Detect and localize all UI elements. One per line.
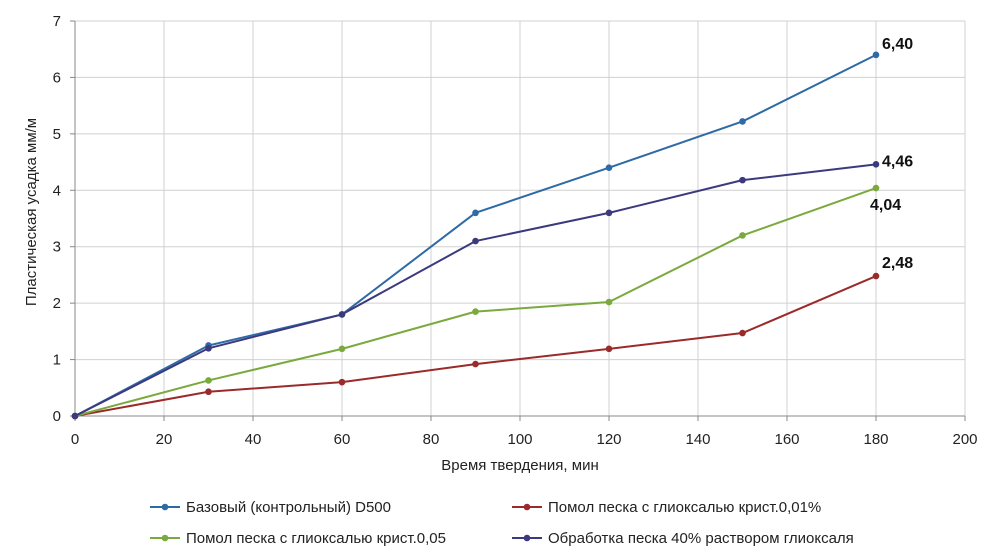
legend-item: Помол песка с глиоксалью крист.0,05: [150, 530, 446, 547]
series-group: [71, 51, 880, 420]
series-line: [74, 163, 877, 417]
y-tick-label: 2: [53, 295, 61, 312]
data-point: [872, 184, 880, 192]
legend-swatch-marker: [523, 503, 531, 511]
grid: [75, 20, 966, 416]
series-line: [74, 187, 877, 417]
data-point: [472, 209, 479, 217]
x-tick-label: 0: [71, 431, 79, 448]
y-tick-label: 0: [53, 408, 61, 425]
y-tick-label: 5: [53, 126, 61, 143]
data-label: 4,04: [870, 197, 901, 214]
y-tick-label: 3: [53, 239, 61, 256]
data-point: [205, 344, 212, 352]
y-tick-label: 7: [53, 13, 61, 30]
series-4: [71, 161, 880, 420]
data-label: 6,40: [882, 36, 913, 53]
x-tick-label: 80: [423, 431, 440, 448]
y-tick-labels: 0 1 2 3 4 5 6 7: [53, 13, 61, 425]
x-tick-label: 120: [596, 431, 621, 448]
legend-swatch-marker: [161, 534, 169, 542]
x-axis-label: Время твердения, мин: [441, 457, 599, 474]
legend-label: Базовый (контрольный) D500: [186, 499, 391, 516]
data-point: [739, 176, 746, 184]
legend-swatch-marker: [161, 503, 169, 511]
axes: [70, 20, 966, 421]
data-point: [605, 164, 613, 172]
x-tick-label: 140: [685, 431, 710, 448]
x-tick-label: 180: [863, 431, 888, 448]
y-tick-label: 1: [53, 352, 61, 369]
legend-item: Базовый (контрольный) D500: [150, 499, 391, 516]
legend-item: Обработка песка 40% раствором глиоксаля: [512, 530, 854, 547]
series-2: [71, 272, 880, 420]
data-point: [338, 378, 346, 386]
y-axis-label: Пластическая усадка мм/м: [23, 118, 40, 306]
data-point: [338, 345, 346, 353]
data-point: [472, 308, 479, 315]
data-point: [205, 388, 212, 396]
data-label: 4,46: [882, 153, 913, 170]
legend-swatch-marker: [523, 534, 531, 542]
legend-label: Помол песка с глиоксалью крист.0,05: [186, 530, 446, 547]
data-point: [472, 360, 479, 368]
data-point: [872, 272, 880, 280]
data-point: [71, 412, 79, 420]
x-tick-labels: 0 20 40 60 80 100 120 140 160 180 200: [71, 431, 978, 448]
x-tick-label: 20: [156, 431, 173, 448]
x-tick-label: 100: [507, 431, 532, 448]
data-point: [605, 298, 613, 306]
data-point: [739, 118, 746, 125]
legend-item: Помол песка с глиоксалью крист.0,01%: [512, 499, 821, 516]
legend: Базовый (контрольный) D500 Помол песка с …: [150, 499, 854, 547]
data-point: [872, 51, 880, 59]
x-tick-label: 200: [952, 431, 977, 448]
data-labels: 6,40 2,48 4,04 4,46: [870, 36, 913, 272]
x-tick-label: 60: [334, 431, 351, 448]
y-tick-label: 6: [53, 69, 61, 86]
data-point: [739, 329, 746, 337]
legend-label: Обработка песка 40% раствором глиоксаля: [548, 530, 854, 547]
data-point: [739, 232, 746, 239]
data-point: [205, 377, 212, 384]
series-3: [71, 184, 880, 420]
data-point: [605, 345, 613, 353]
data-point: [472, 237, 479, 245]
data-point: [872, 161, 880, 168]
y-tick-label: 4: [53, 182, 61, 199]
data-label: 2,48: [882, 255, 913, 272]
series-line: [74, 275, 877, 417]
data-point: [605, 209, 613, 217]
x-tick-label: 160: [774, 431, 799, 448]
x-tick-label: 40: [245, 431, 262, 448]
data-point: [338, 311, 346, 318]
legend-label: Помол песка с глиоксалью крист.0,01%: [548, 499, 821, 516]
